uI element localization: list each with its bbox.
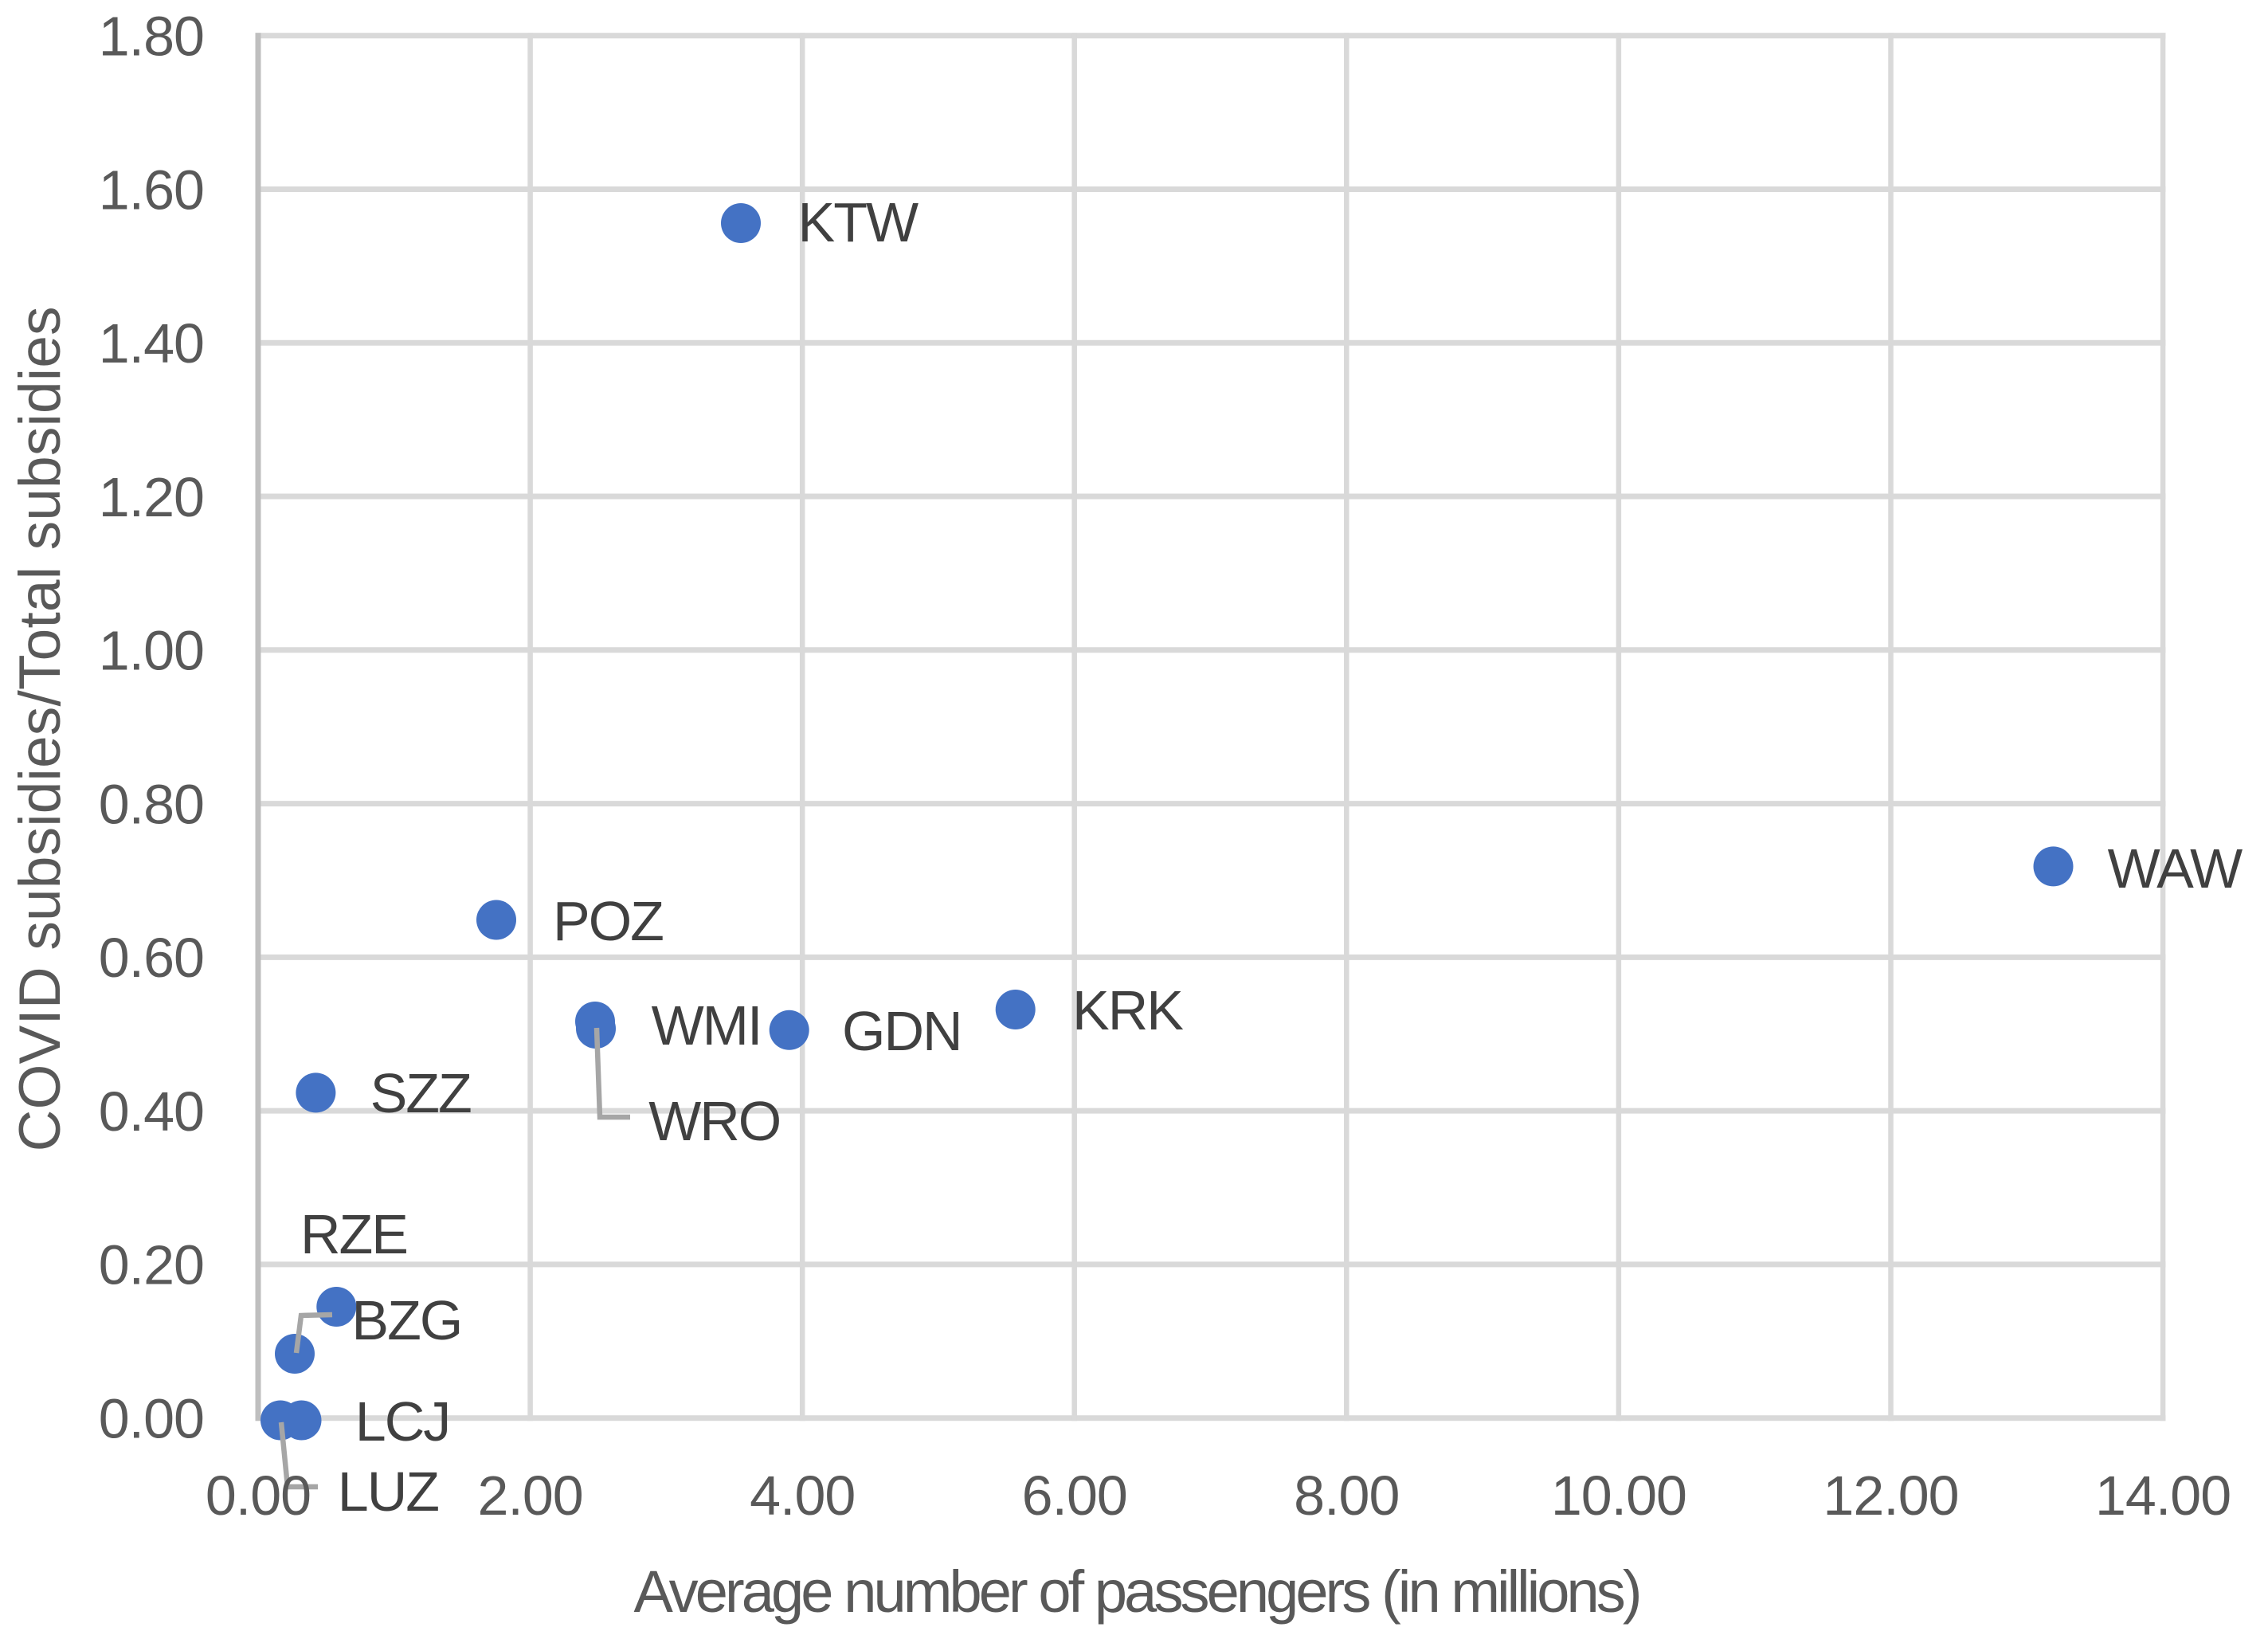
svg-text:2.00: 2.00 (477, 1465, 582, 1527)
svg-text:4.00: 4.00 (750, 1465, 855, 1527)
svg-text:14.00: 14.00 (2095, 1465, 2231, 1527)
svg-text:LUZ: LUZ (338, 1461, 438, 1523)
svg-text:WMI: WMI (652, 994, 762, 1057)
svg-text:SZZ: SZZ (370, 1062, 471, 1124)
svg-text:6.00: 6.00 (1022, 1465, 1127, 1527)
svg-text:KTW: KTW (798, 191, 919, 253)
svg-text:1.40: 1.40 (99, 312, 204, 374)
svg-text:1.60: 1.60 (99, 159, 204, 221)
svg-text:1.80: 1.80 (99, 6, 204, 68)
svg-text:0.20: 0.20 (99, 1234, 204, 1296)
svg-text:0.60: 0.60 (99, 927, 204, 989)
svg-text:WRO: WRO (648, 1090, 780, 1152)
svg-text:0.00: 0.00 (99, 1388, 204, 1450)
svg-text:Average number of passengers (: Average number of passengers (in million… (634, 1559, 1639, 1625)
svg-text:0.00: 0.00 (206, 1465, 311, 1527)
svg-text:COVID subsidies/Total subsidie: COVID subsidies/Total subsidies (8, 306, 72, 1151)
svg-text:BZG: BZG (351, 1289, 461, 1351)
svg-text:KRK: KRK (1072, 979, 1183, 1041)
svg-text:12.00: 12.00 (1823, 1465, 1958, 1527)
svg-text:1.20: 1.20 (99, 466, 204, 528)
svg-text:GDN: GDN (842, 1000, 962, 1062)
svg-text:WAW: WAW (2108, 837, 2243, 900)
svg-text:8.00: 8.00 (1294, 1465, 1399, 1527)
svg-text:0.40: 0.40 (99, 1080, 204, 1143)
svg-text:10.00: 10.00 (1551, 1465, 1686, 1527)
svg-text:POZ: POZ (553, 890, 663, 952)
svg-text:0.80: 0.80 (99, 773, 204, 835)
svg-text:RZE: RZE (300, 1203, 407, 1265)
svg-text:1.00: 1.00 (99, 620, 204, 682)
svg-text:LCJ: LCJ (355, 1390, 449, 1453)
